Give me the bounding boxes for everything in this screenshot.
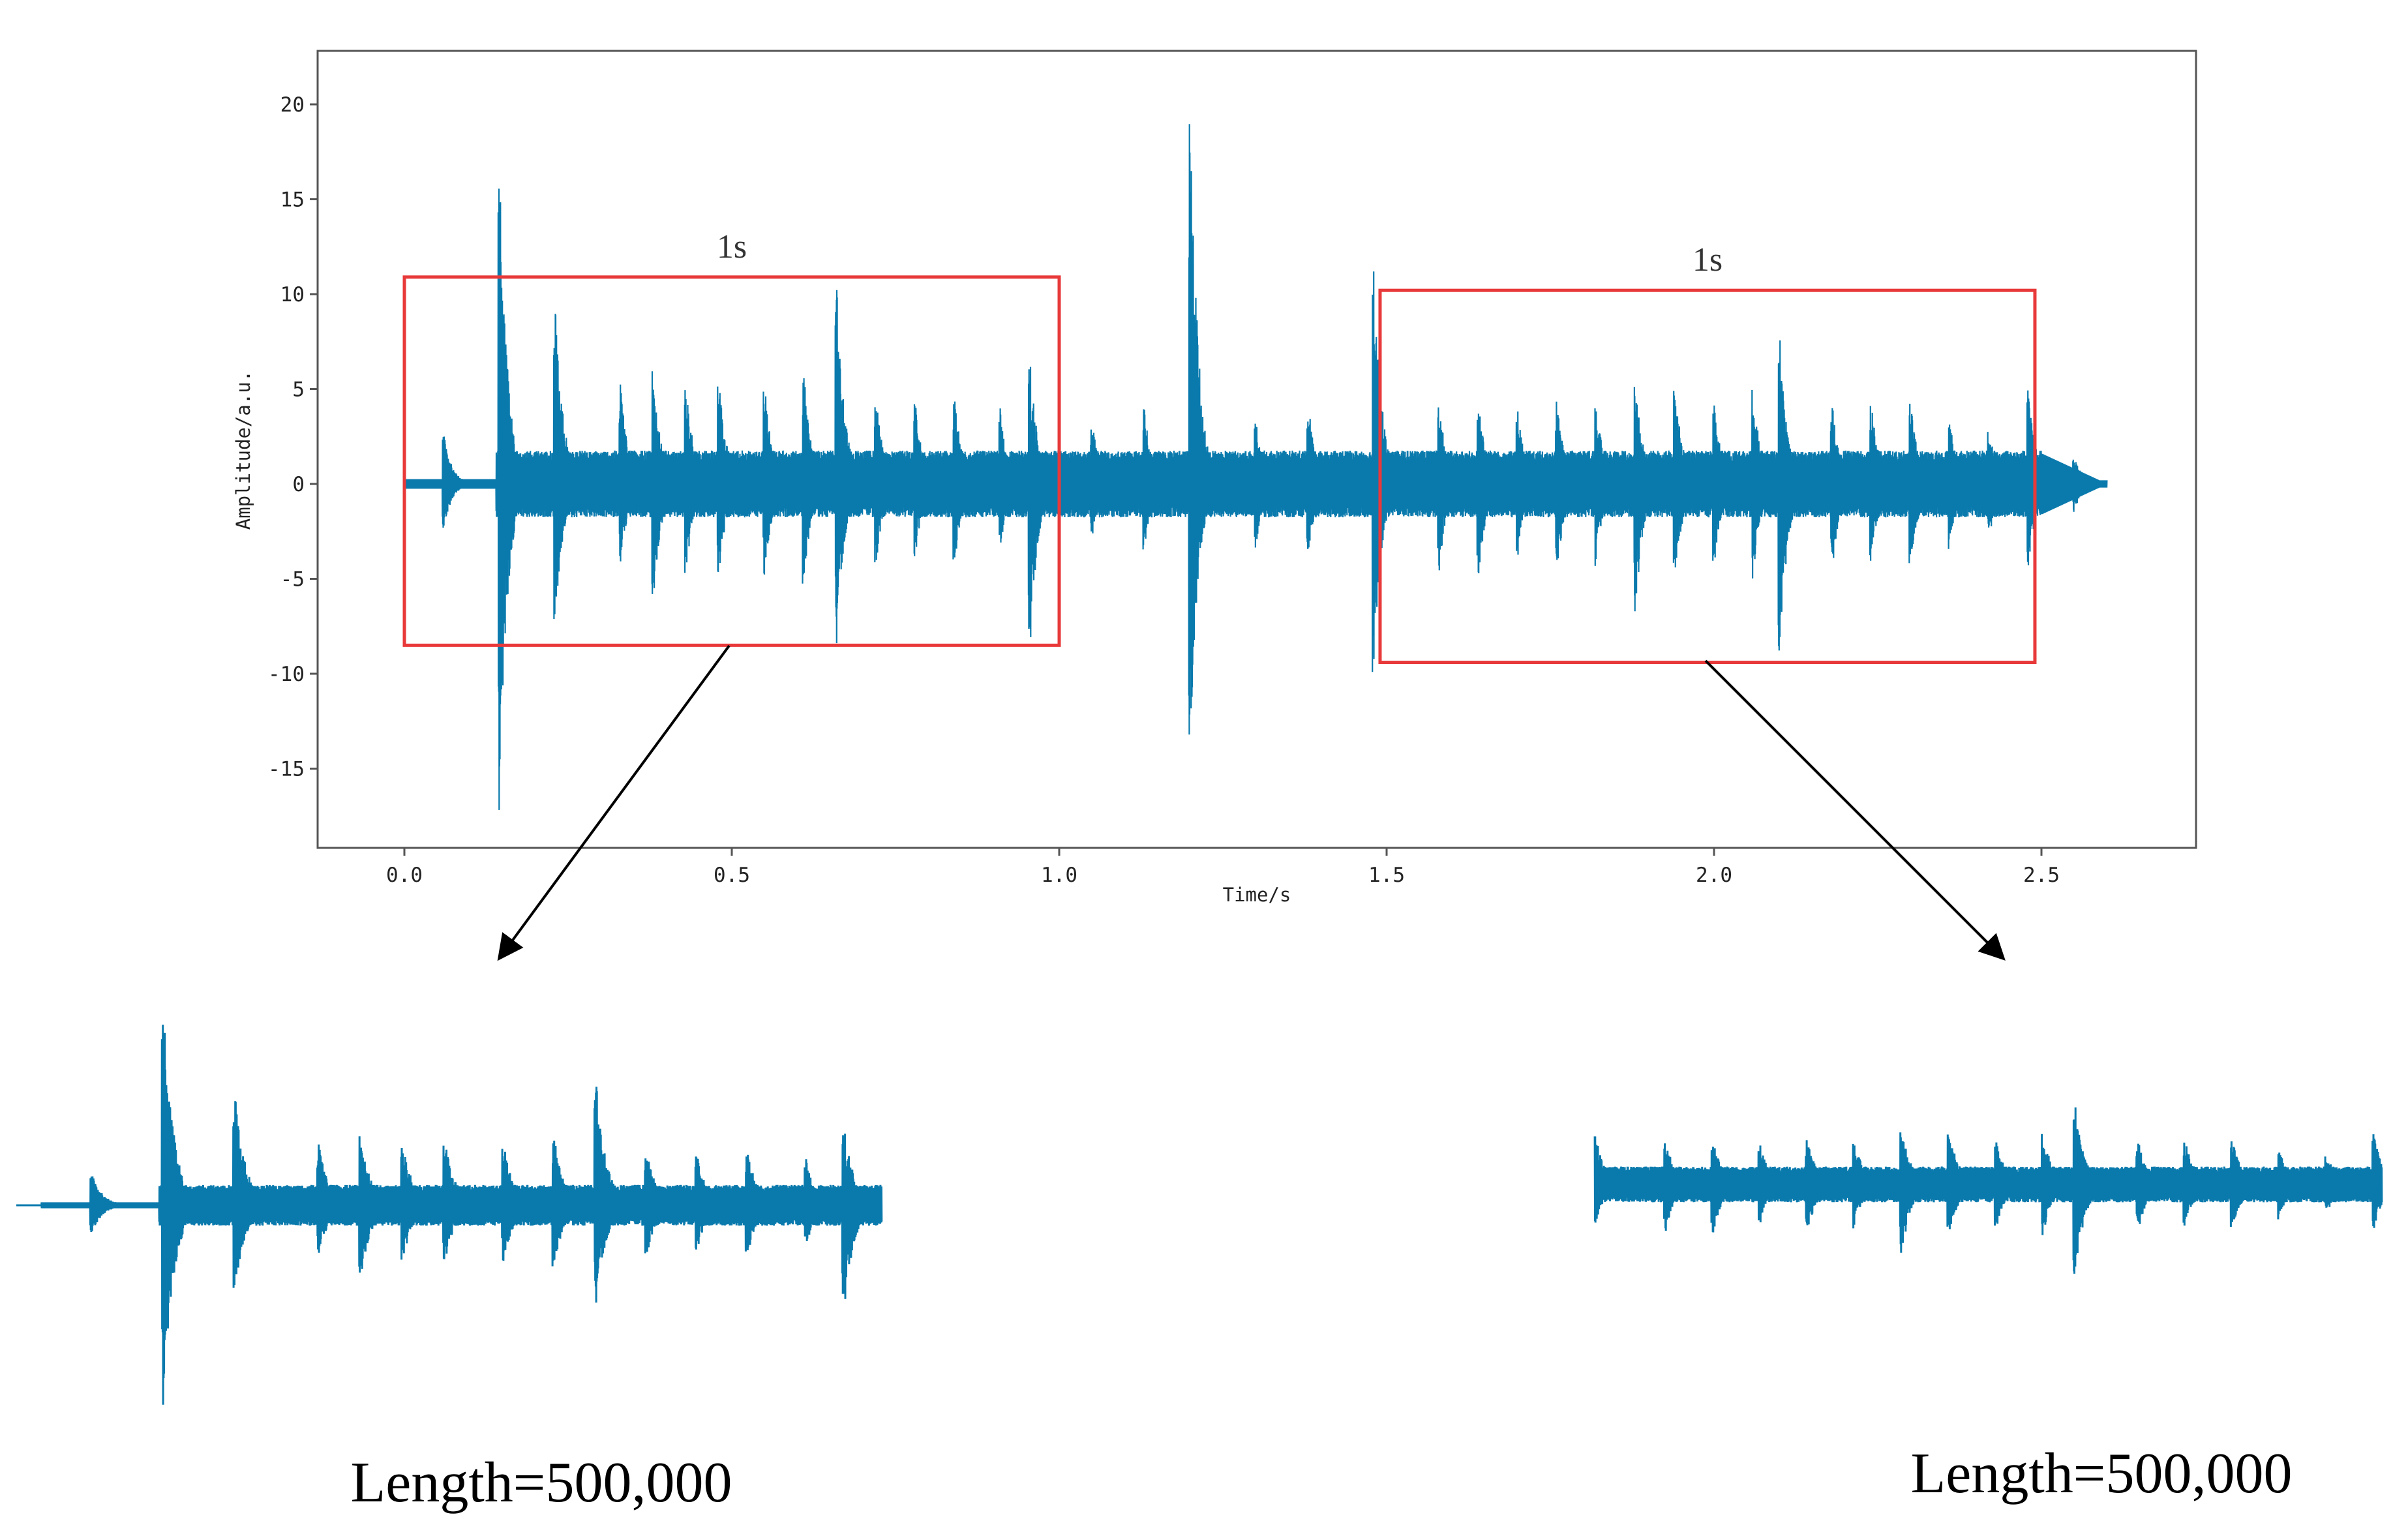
y-tick-label-5: 10 xyxy=(280,283,305,307)
x-tick-label-3: 1.5 xyxy=(1368,864,1405,887)
x-tick-label-4: 2.0 xyxy=(1696,864,1732,887)
main-waveform xyxy=(403,124,2108,810)
y-tick-label-6: 15 xyxy=(280,188,305,212)
x-tick-label-1: 0.5 xyxy=(714,864,750,887)
x-axis-label: Time/s xyxy=(1223,884,1291,906)
zoomed-waveform-1-line xyxy=(16,1025,883,1405)
y-tick-label-1: -10 xyxy=(268,663,305,686)
y-tick-label-0: -15 xyxy=(268,758,305,781)
arrow-1 xyxy=(497,644,730,961)
y-tick-label-2: -5 xyxy=(280,568,305,592)
selection-box-2-label: 1s xyxy=(1693,241,1723,278)
x-tick-label-5: 2.5 xyxy=(2023,864,2060,887)
main-plot: -15 -10 -5 0 5 10 15 20 0.0 0.5 1.0 1.5 2.0 2.5 1s 1… xyxy=(232,50,2197,906)
y-axis-ticks: -15 -10 -5 0 5 10 15 20 xyxy=(268,93,318,781)
caption-length-2: Length=500,000 xyxy=(1911,1442,2293,1505)
y-axis-label: Amplitude/a.u. xyxy=(232,370,254,530)
plot-frame xyxy=(316,50,2197,849)
zoomed-waveform-2 xyxy=(1593,1107,2383,1274)
x-tick-label-2: 1.0 xyxy=(1041,864,1077,887)
x-axis-ticks: 0.0 0.5 1.0 1.5 2.0 2.5 xyxy=(386,848,2060,887)
arrow-2 xyxy=(1704,659,2006,961)
y-tick-label-7: 20 xyxy=(280,93,305,117)
y-tick-label-4: 5 xyxy=(292,378,305,402)
x-tick-label-0: 0.0 xyxy=(386,864,423,887)
selection-box-1 xyxy=(402,275,1061,647)
zoomed-waveform-1 xyxy=(16,1025,883,1405)
selection-box-1-label: 1s xyxy=(717,228,747,265)
zoomed-waveform-2-line xyxy=(1593,1107,2383,1274)
caption-length-1: Length=500,000 xyxy=(351,1451,732,1514)
y-tick-label-3: 0 xyxy=(292,473,305,496)
